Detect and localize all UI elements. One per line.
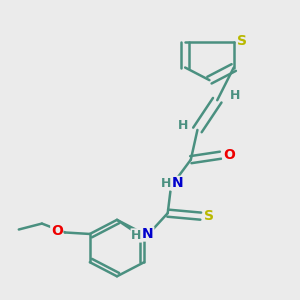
Text: H: H xyxy=(131,229,142,242)
Text: N: N xyxy=(172,176,183,190)
Text: H: H xyxy=(177,119,188,132)
Text: O: O xyxy=(223,148,235,162)
Text: H: H xyxy=(161,177,171,190)
Text: N: N xyxy=(142,227,154,241)
Text: O: O xyxy=(51,224,63,238)
Text: S: S xyxy=(204,209,214,223)
Text: H: H xyxy=(230,89,241,102)
Text: S: S xyxy=(237,34,247,48)
